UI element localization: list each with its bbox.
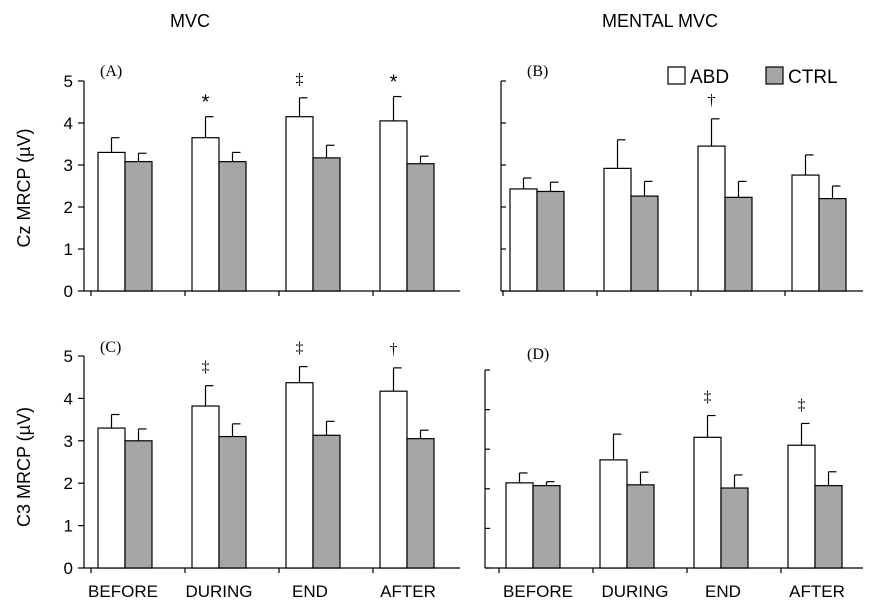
y-tick-label: 4 bbox=[64, 389, 73, 408]
y-axis-label-cz: Cz MRCP (µV) bbox=[14, 128, 34, 247]
panel-label: (B) bbox=[527, 63, 548, 80]
bar-abd-after bbox=[791, 174, 820, 292]
bar-ctrl-end bbox=[720, 487, 749, 569]
panel-label: (D) bbox=[527, 346, 549, 363]
bar-ctrl-before bbox=[124, 440, 153, 569]
panel-label: (C) bbox=[100, 339, 121, 356]
x-tick-label-during: DURING bbox=[601, 582, 668, 601]
bar-ctrl-before bbox=[124, 161, 153, 292]
bar-abd-before bbox=[505, 482, 534, 569]
y-axis-label-c3: C3 MRCP (µV) bbox=[14, 407, 34, 527]
y-tick-label: 2 bbox=[64, 474, 73, 493]
chart-panel-2: (B) † bbox=[500, 63, 863, 296]
bar-abd-during bbox=[191, 405, 220, 569]
y-tick-label: 3 bbox=[64, 432, 73, 451]
bar-ctrl-during bbox=[218, 435, 247, 569]
bar-ctrl-end bbox=[312, 434, 341, 569]
bar-ctrl-after bbox=[406, 438, 435, 569]
bar-abd-end bbox=[285, 382, 314, 569]
y-tick-label: 2 bbox=[64, 198, 73, 217]
bar-ctrl-during bbox=[630, 195, 659, 292]
bar-ctrl-during bbox=[218, 161, 247, 292]
y-tick-label: 5 bbox=[64, 72, 73, 91]
bar-abd-after bbox=[379, 120, 408, 292]
legend-label-ctrl: CTRL bbox=[788, 67, 838, 88]
bar-ctrl-after bbox=[814, 485, 843, 569]
bar-ctrl-before bbox=[532, 485, 561, 569]
panel-label: (A) bbox=[100, 63, 122, 80]
bar-abd-after bbox=[379, 390, 408, 569]
bar-abd-end bbox=[697, 145, 726, 292]
legend: ABD CTRL bbox=[667, 66, 838, 88]
bar-ctrl-before bbox=[536, 190, 565, 292]
bar-abd-before bbox=[509, 188, 538, 292]
y-tick-label: 1 bbox=[64, 517, 73, 536]
chart-panel-3: (C) 0 1 2 3 4 5 ‡ ‡ † BEFORE DURING END AFTER bbox=[64, 339, 460, 601]
bar-abd-before bbox=[97, 427, 126, 569]
bar-abd-end bbox=[693, 436, 722, 569]
column-title-mental-mvc: MENTAL MVC bbox=[602, 11, 718, 31]
x-tick-label-before: BEFORE bbox=[88, 582, 158, 601]
significance-marker: ‡ bbox=[296, 340, 304, 357]
significance-marker: ‡ bbox=[798, 396, 806, 413]
chart-panel-4: (D) ‡ ‡ BEFORE DURING END AFTER bbox=[484, 346, 863, 601]
bar-abd-during bbox=[191, 137, 220, 292]
bar-ctrl-end bbox=[724, 196, 753, 292]
legend-swatch-ctrl bbox=[765, 66, 784, 85]
significance-marker: ‡ bbox=[202, 359, 210, 376]
x-tick-label-end: END bbox=[292, 582, 328, 601]
legend-label-abd: ABD bbox=[690, 67, 729, 88]
bar-ctrl-after bbox=[406, 163, 435, 292]
y-tick-label: 5 bbox=[64, 347, 73, 366]
x-tick-label-during: DURING bbox=[185, 582, 252, 601]
y-tick-label: 0 bbox=[64, 559, 73, 578]
x-tick-label-after: AFTER bbox=[380, 582, 436, 601]
bar-abd-end bbox=[285, 116, 314, 292]
chart-panel-1: (A) 0 1 2 3 4 5 * ‡ * bbox=[64, 63, 460, 301]
y-tick-label: 1 bbox=[64, 240, 73, 259]
significance-marker: † bbox=[708, 92, 716, 109]
significance-marker: * bbox=[202, 92, 210, 114]
bar-ctrl-end bbox=[312, 157, 341, 292]
bar-abd-after bbox=[787, 444, 816, 569]
x-tick-label-after: AFTER bbox=[789, 582, 845, 601]
y-tick-label: 4 bbox=[64, 114, 73, 133]
significance-marker: † bbox=[390, 341, 398, 358]
legend-swatch-abd bbox=[667, 66, 686, 85]
x-tick-label-before: BEFORE bbox=[503, 582, 573, 601]
x-tick-label-end: END bbox=[705, 582, 741, 601]
significance-marker: ‡ bbox=[704, 389, 712, 406]
significance-marker: * bbox=[390, 72, 398, 94]
y-tick-label: 0 bbox=[64, 282, 73, 301]
bar-abd-during bbox=[603, 167, 632, 292]
significance-marker: ‡ bbox=[296, 71, 304, 88]
bar-ctrl-during bbox=[626, 484, 655, 569]
bar-abd-before bbox=[97, 151, 126, 292]
y-tick-label: 3 bbox=[64, 156, 73, 175]
bar-ctrl-after bbox=[818, 198, 847, 292]
column-title-mvc: MVC bbox=[170, 11, 210, 31]
bar-abd-during bbox=[599, 459, 628, 569]
